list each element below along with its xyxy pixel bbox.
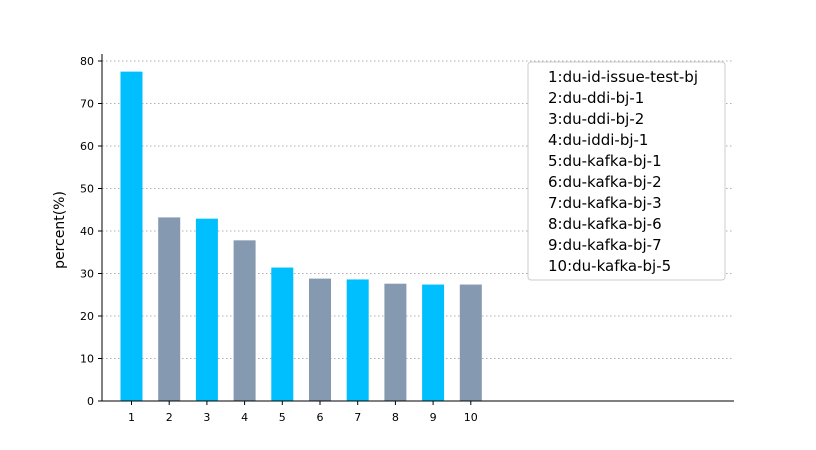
x-tick-label: 3	[203, 411, 210, 424]
x-ticks: 1 2 3 4 5 6 7 8 9 10	[128, 401, 478, 424]
y-tick-label: 30	[80, 268, 94, 281]
bar	[346, 279, 369, 401]
bar	[459, 284, 482, 401]
y-tick-label: 70	[80, 98, 94, 111]
bar	[195, 218, 218, 401]
legend-entry: 5:du-kafka-bj-1	[548, 152, 662, 170]
y-tick-label: 0	[87, 395, 94, 408]
x-tick-label: 4	[241, 411, 248, 424]
x-tick-label: 6	[317, 411, 324, 424]
x-tick-label: 9	[430, 411, 437, 424]
legend-entry: 8:du-kafka-bj-6	[548, 215, 662, 233]
y-tick-label: 20	[80, 310, 94, 323]
legend-entry: 7:du-kafka-bj-3	[548, 194, 662, 212]
y-axis-label: percent(%)	[52, 191, 68, 269]
y-tick-label: 50	[80, 183, 94, 196]
legend-entries: 1:du-id-issue-test-bj 2:du-ddi-bj-1 3:du-d…	[548, 68, 698, 275]
legend-entry: 9:du-kafka-bj-7	[548, 236, 662, 254]
y-tick-label: 10	[80, 353, 94, 366]
legend-entry: 10:du-kafka-bj-5	[548, 257, 671, 275]
x-tick-label: 5	[279, 411, 286, 424]
legend-entry: 6:du-kafka-bj-2	[548, 173, 662, 191]
legend-entry: 3:du-ddi-bj-2	[548, 110, 644, 128]
legend: 1:du-id-issue-test-bj 2:du-ddi-bj-1 3:du-d…	[527, 61, 726, 281]
x-tick-label: 7	[354, 411, 361, 424]
legend-box	[527, 61, 726, 281]
bars	[120, 71, 482, 401]
y-tick-label: 40	[80, 225, 94, 238]
legend-entry: 2:du-ddi-bj-1	[548, 89, 644, 107]
legend-entry: 4:du-iddi-bj-1	[548, 131, 648, 149]
bar	[271, 267, 294, 401]
bar	[309, 278, 331, 401]
x-tick-label: 2	[166, 411, 173, 424]
y-ticks: 0 10 20 30 40 50 60 70 80	[80, 55, 102, 408]
bar	[384, 283, 407, 401]
bar	[422, 284, 445, 401]
x-tick-label: 1	[128, 411, 135, 424]
bar	[158, 217, 181, 401]
y-tick-label: 60	[80, 140, 94, 153]
bar	[233, 240, 256, 401]
legend-entry: 1:du-id-issue-test-bj	[548, 68, 698, 86]
x-tick-label: 10	[464, 411, 478, 424]
y-tick-label: 80	[80, 55, 94, 68]
x-tick-label: 8	[392, 411, 399, 424]
bar	[120, 71, 143, 401]
